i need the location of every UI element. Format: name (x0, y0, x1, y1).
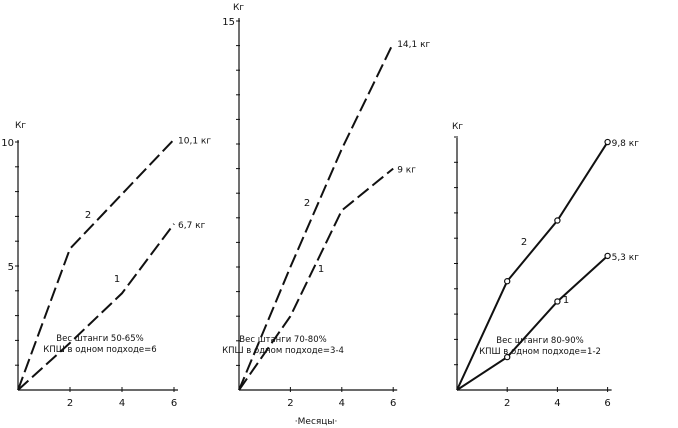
x-tick-label: 4 (554, 398, 560, 409)
series-end-label: 5,3 кг (612, 253, 640, 263)
series-end-label: 9,8 кг (612, 139, 640, 149)
series-1-line (238, 167, 394, 391)
data-point (604, 138, 611, 146)
data-point (554, 217, 561, 224)
series-1-line (17, 223, 175, 391)
series-end-label: 14,1 кг (397, 40, 430, 50)
series-name-label: 2 (521, 237, 527, 248)
y-axis-label: Кг (15, 121, 26, 131)
y-axis-label: Кг (233, 3, 244, 13)
y-tick-label: 10 (1, 138, 14, 149)
y-tick-label: 15 (222, 17, 235, 28)
x-tick-label: 2 (504, 398, 510, 409)
data-point (554, 298, 561, 305)
y-axis-label: Кг (452, 122, 463, 132)
data-point (504, 353, 511, 361)
annotation-text: КПШ в одном подходе=3-4 (222, 346, 344, 356)
series-name-label: 2 (304, 198, 310, 209)
series-2-line (456, 141, 609, 391)
annotation-text: КПШ в одном подходе=1-2 (479, 347, 601, 357)
data-point (604, 252, 611, 260)
series-1-line (456, 255, 609, 391)
series-name-label: 1 (563, 295, 569, 306)
chart-panel-3: 2 4 6 Кг 5,3 кг 1 9,8 кг 2 Вес штанги 80-90%КПШ … (452, 122, 639, 409)
x-tick-label: 6 (390, 398, 396, 409)
series-end-label: 9 кг (397, 166, 416, 176)
series-end-label: 10,1 кг (178, 137, 211, 147)
y-tick-label: 5 (8, 262, 14, 273)
x-tick-label: 4 (119, 398, 125, 409)
annotation-text: Вес штанги 70-80% (239, 335, 326, 345)
x-tick-label: 6 (171, 398, 177, 409)
x-axis-label: ·Месяцы· (295, 417, 338, 427)
annotation-text: Вес штанги 80-90% (496, 336, 583, 346)
series-name-label: 1 (114, 274, 120, 285)
data-point (504, 278, 511, 285)
x-tick-label: 2 (67, 398, 73, 409)
series-end-label: 6,7 кг (178, 221, 206, 231)
series-name-label: 1 (318, 264, 324, 275)
x-tick-label: 2 (287, 398, 293, 409)
x-tick-label: 6 (604, 398, 610, 409)
series-2-line (238, 42, 395, 391)
annotation-text: Вес штанги 50-65% (56, 334, 143, 344)
x-tick-label: 4 (339, 398, 345, 409)
chart-panel-2: 2 4 6 15 Кг ·Месяцы· 9 кг 1 14,1 кг 2 Вес штанги 7… (222, 3, 430, 427)
annotation-text: КПШ в одном подходе=6 (43, 345, 156, 355)
series-name-label: 2 (85, 210, 91, 221)
